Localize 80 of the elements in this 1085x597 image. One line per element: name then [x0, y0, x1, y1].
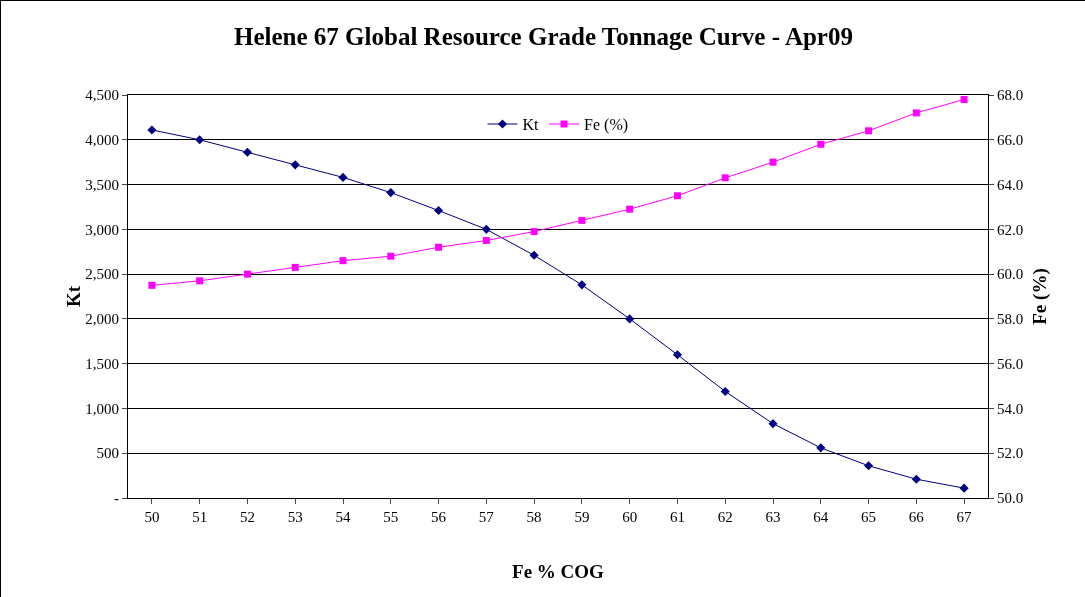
point: [242, 147, 252, 157]
y2-axis-title: Fe (%): [1028, 268, 1051, 325]
point: [147, 125, 157, 135]
point: [529, 250, 539, 260]
point: [578, 216, 586, 224]
y-axis-title: Kt: [63, 285, 84, 308]
point: [386, 188, 396, 198]
point: [960, 95, 968, 103]
point: [482, 237, 490, 245]
point: [148, 281, 156, 289]
x-tick-label: 63: [765, 509, 781, 525]
point: [196, 277, 204, 285]
y-tick-label: 2,500: [85, 266, 119, 283]
point: [195, 135, 205, 145]
point: [626, 205, 634, 213]
x-tick-label: 65: [861, 509, 877, 525]
point: [339, 257, 347, 265]
point: [959, 483, 969, 493]
y-tick-label: 2,000: [85, 311, 119, 328]
x-tick-label: 53: [287, 509, 303, 525]
x-tick-label: 64: [813, 509, 829, 525]
y-tick-label: 500: [96, 445, 119, 462]
y2-tick-label: 64.0: [997, 176, 1024, 193]
y2-tick-label: 52.0: [997, 445, 1024, 462]
y-tick-label: 4,500: [85, 87, 119, 104]
point: [243, 270, 251, 278]
y2-tick-label: 60.0: [997, 266, 1024, 283]
y-tick-label: -: [114, 490, 119, 507]
point: [434, 205, 444, 216]
x-axis-title: Fe % COG: [512, 560, 605, 582]
y2-tick-label: 62.0: [997, 221, 1024, 238]
x-tick-label: 60: [622, 509, 638, 525]
y2-tick-label: 54.0: [997, 400, 1024, 417]
x-tick-label: 67: [956, 509, 973, 525]
y-tick-label: 4,000: [85, 132, 119, 149]
x-tick-label: 66: [908, 509, 925, 525]
point: [481, 224, 491, 234]
point: [721, 174, 729, 182]
legend-label: Fe (%): [584, 116, 629, 135]
y-tick-label: 1,000: [85, 400, 119, 417]
point: [816, 443, 826, 453]
x-tick-label: 55: [383, 509, 399, 525]
y2-tick-label: 50.0: [997, 490, 1024, 507]
point: [625, 314, 635, 324]
x-tick-label: 58: [526, 509, 542, 525]
x-tick-label: 51: [192, 509, 208, 525]
point: [817, 140, 825, 148]
x-tick-label: 61: [669, 509, 685, 525]
point: [290, 160, 300, 170]
point: [387, 252, 395, 260]
point: [865, 127, 873, 135]
x-tick-label: 54: [335, 509, 351, 525]
chart-title: Helene 67 Global Resource Grade Tonnage Curve - Apr09: [234, 23, 853, 51]
y2-tick-label: 66.0: [997, 132, 1024, 149]
point: [864, 461, 874, 471]
point: [672, 350, 682, 360]
y2-tick-label: 58.0: [997, 311, 1024, 328]
x-tick-label: 52: [239, 509, 255, 525]
y-tick-label: 3,000: [85, 221, 119, 238]
x-tick-label: 57: [478, 509, 495, 525]
y2-tick-label: 56.0: [997, 355, 1024, 372]
point: [338, 172, 348, 182]
point: [769, 158, 777, 166]
x-tick-label: 62: [717, 509, 733, 525]
x-tick-label: 50: [144, 509, 160, 525]
x-tick-label: 56: [431, 509, 447, 525]
point: [673, 192, 681, 200]
point: [768, 419, 778, 429]
point: [291, 263, 299, 271]
point: [577, 280, 587, 290]
y-tick-label: 3,500: [85, 176, 119, 193]
point: [720, 386, 730, 396]
y-tick-label: 1,500: [85, 355, 119, 372]
y2-tick-label: 68.0: [997, 87, 1024, 104]
x-tick-label: 59: [574, 509, 590, 525]
point: [912, 109, 920, 117]
legend-label: Kt: [522, 116, 540, 134]
point: [435, 243, 443, 251]
point: [911, 474, 921, 484]
point: [530, 228, 538, 236]
